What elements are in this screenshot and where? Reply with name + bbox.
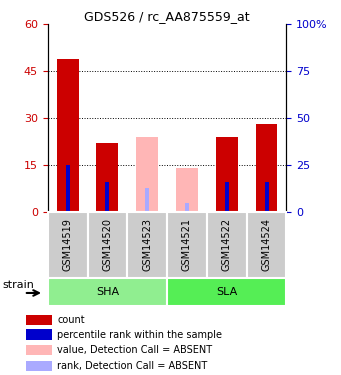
Bar [105,182,109,212]
Title: GDS526 / rc_AA875559_at: GDS526 / rc_AA875559_at [84,10,250,23]
Text: percentile rank within the sample: percentile rank within the sample [57,330,222,339]
Bar [167,278,286,306]
Bar [127,212,167,278]
Bar [48,212,88,278]
Text: GSM14524: GSM14524 [262,218,271,271]
Text: SHA: SHA [96,286,119,297]
Text: GSM14520: GSM14520 [102,218,113,271]
Bar [48,278,167,306]
Bar [27,361,53,371]
Bar [185,202,189,212]
Bar [136,137,158,212]
Bar [65,165,70,212]
Bar [88,212,127,278]
Bar [97,143,118,212]
Bar [247,212,286,278]
Text: GSM14523: GSM14523 [142,218,152,271]
Bar [27,315,53,325]
Bar [225,182,229,212]
Text: count: count [57,315,85,325]
Bar [265,182,268,212]
Text: strain: strain [2,280,34,290]
Text: rank, Detection Call = ABSENT: rank, Detection Call = ABSENT [57,361,207,371]
Bar [145,188,149,212]
Bar [207,212,247,278]
Text: SLA: SLA [216,286,237,297]
Text: GSM14521: GSM14521 [182,218,192,271]
Bar [27,345,53,355]
Text: GSM14519: GSM14519 [63,218,73,271]
Text: value, Detection Call = ABSENT: value, Detection Call = ABSENT [57,345,212,355]
Text: GSM14522: GSM14522 [222,218,232,271]
Bar [27,330,53,340]
Bar [216,137,238,212]
Bar [256,124,278,212]
Bar [57,59,78,212]
Bar [167,212,207,278]
Bar [176,168,198,212]
